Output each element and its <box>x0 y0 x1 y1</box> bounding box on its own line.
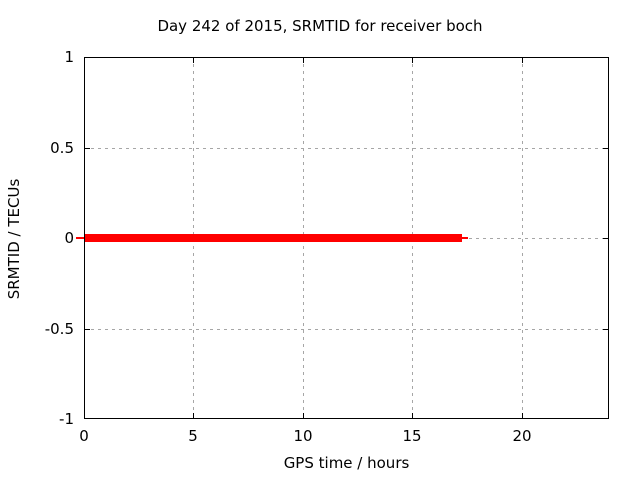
y-axis-right-tick <box>603 148 608 149</box>
x-axis-bottom-tick <box>303 413 304 418</box>
y-axis-right-tick <box>603 329 608 330</box>
x-axis-label: GPS time / hours <box>283 454 410 472</box>
horizontal-gridline <box>84 329 609 330</box>
x-axis-top-tick <box>412 58 413 63</box>
x-tick-label: 15 <box>402 427 422 445</box>
horizontal-gridline <box>84 148 609 149</box>
series-endcap-left <box>76 236 84 239</box>
x-tick-label: 20 <box>512 427 532 445</box>
y-axis-right-tick <box>603 238 608 239</box>
y-axis-label: SRMTID / TECUs <box>5 178 23 300</box>
y-axis-left-tick <box>85 329 90 330</box>
y-tick-label: 1 <box>64 48 74 66</box>
y-tick-label: 0.5 <box>50 139 74 157</box>
x-axis-bottom-tick <box>412 413 413 418</box>
x-tick-label: 5 <box>188 427 198 445</box>
chart-title: Day 242 of 2015, SRMTID for receiver boc… <box>157 17 483 35</box>
x-axis-bottom-tick <box>193 413 194 418</box>
x-tick-label: 10 <box>293 427 313 445</box>
y-tick-label: 0 <box>64 229 74 247</box>
x-axis-bottom-tick <box>522 413 523 418</box>
x-axis-top-tick <box>303 58 304 63</box>
series-endcap-right <box>462 236 469 239</box>
x-tick-label: 0 <box>79 427 89 445</box>
y-tick-label: -0.5 <box>44 320 74 338</box>
x-axis-top-tick <box>193 58 194 63</box>
series-line <box>84 233 462 242</box>
y-axis-left-tick <box>85 148 90 149</box>
x-axis-top-tick <box>522 58 523 63</box>
y-tick-label: -1 <box>59 410 74 428</box>
